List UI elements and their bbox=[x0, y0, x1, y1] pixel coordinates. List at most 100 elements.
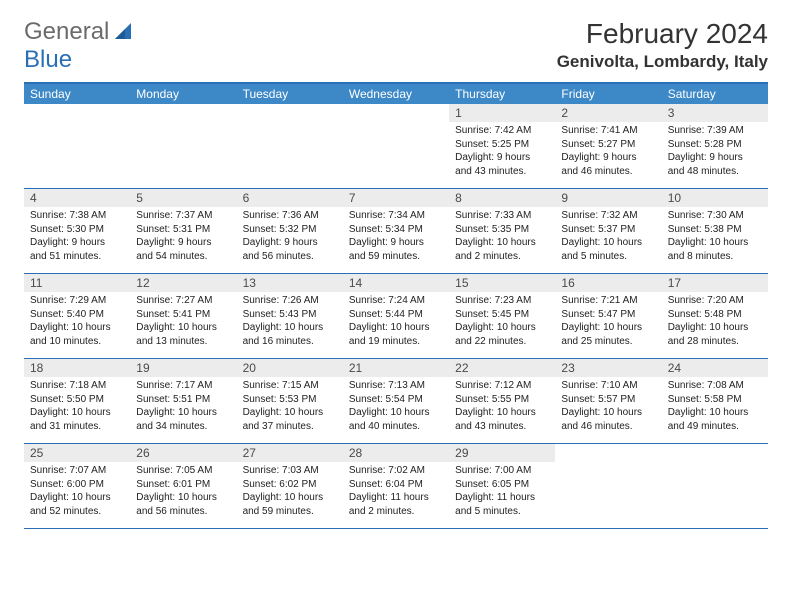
daylight-text: Daylight: 10 hours and 5 minutes. bbox=[561, 236, 655, 263]
sunrise-text: Sunrise: 7:42 AM bbox=[455, 124, 549, 138]
day-info: Sunrise: 7:17 AMSunset: 5:51 PMDaylight:… bbox=[130, 377, 236, 437]
day-info: Sunrise: 7:12 AMSunset: 5:55 PMDaylight:… bbox=[449, 377, 555, 437]
day-info: Sunrise: 7:07 AMSunset: 6:00 PMDaylight:… bbox=[24, 462, 130, 522]
day-number: 16 bbox=[555, 274, 661, 292]
sunrise-text: Sunrise: 7:37 AM bbox=[136, 209, 230, 223]
calendar-cell: 17Sunrise: 7:20 AMSunset: 5:48 PMDayligh… bbox=[662, 274, 768, 358]
sunset-text: Sunset: 5:38 PM bbox=[668, 223, 762, 237]
sunrise-text: Sunrise: 7:24 AM bbox=[349, 294, 443, 308]
sunset-text: Sunset: 5:30 PM bbox=[30, 223, 124, 237]
calendar-cell: 20Sunrise: 7:15 AMSunset: 5:53 PMDayligh… bbox=[237, 359, 343, 443]
day-number: 26 bbox=[130, 444, 236, 462]
day-info: Sunrise: 7:00 AMSunset: 6:05 PMDaylight:… bbox=[449, 462, 555, 522]
day-number: 28 bbox=[343, 444, 449, 462]
calendar-cell: . bbox=[24, 104, 130, 188]
day-info: Sunrise: 7:36 AMSunset: 5:32 PMDaylight:… bbox=[237, 207, 343, 267]
daylight-text: Daylight: 10 hours and 16 minutes. bbox=[243, 321, 337, 348]
day-info: Sunrise: 7:37 AMSunset: 5:31 PMDaylight:… bbox=[130, 207, 236, 267]
sunset-text: Sunset: 5:34 PM bbox=[349, 223, 443, 237]
daylight-text: Daylight: 10 hours and 49 minutes. bbox=[668, 406, 762, 433]
day-info: Sunrise: 7:02 AMSunset: 6:04 PMDaylight:… bbox=[343, 462, 449, 522]
sunrise-text: Sunrise: 7:00 AM bbox=[455, 464, 549, 478]
daylight-text: Daylight: 10 hours and 19 minutes. bbox=[349, 321, 443, 348]
day-number: 7 bbox=[343, 189, 449, 207]
sunrise-text: Sunrise: 7:10 AM bbox=[561, 379, 655, 393]
sunset-text: Sunset: 6:04 PM bbox=[349, 478, 443, 492]
day-number: 5 bbox=[130, 189, 236, 207]
day-number: 4 bbox=[24, 189, 130, 207]
day-info: Sunrise: 7:42 AMSunset: 5:25 PMDaylight:… bbox=[449, 122, 555, 182]
calendar-cell: 11Sunrise: 7:29 AMSunset: 5:40 PMDayligh… bbox=[24, 274, 130, 358]
calendar-cell: 28Sunrise: 7:02 AMSunset: 6:04 PMDayligh… bbox=[343, 444, 449, 528]
logo-text-blue: Blue bbox=[24, 46, 72, 74]
calendar-cell: 1Sunrise: 7:42 AMSunset: 5:25 PMDaylight… bbox=[449, 104, 555, 188]
sunset-text: Sunset: 5:27 PM bbox=[561, 138, 655, 152]
calendar-cell: . bbox=[130, 104, 236, 188]
day-number: 8 bbox=[449, 189, 555, 207]
calendar-cell: 27Sunrise: 7:03 AMSunset: 6:02 PMDayligh… bbox=[237, 444, 343, 528]
sunset-text: Sunset: 5:54 PM bbox=[349, 393, 443, 407]
daylight-text: Daylight: 10 hours and 56 minutes. bbox=[136, 491, 230, 518]
title-block: February 2024 Genivolta, Lombardy, Italy bbox=[557, 18, 768, 72]
daylight-text: Daylight: 9 hours and 54 minutes. bbox=[136, 236, 230, 263]
day-number: 22 bbox=[449, 359, 555, 377]
day-info: Sunrise: 7:03 AMSunset: 6:02 PMDaylight:… bbox=[237, 462, 343, 522]
calendar-cell: 29Sunrise: 7:00 AMSunset: 6:05 PMDayligh… bbox=[449, 444, 555, 528]
day-header: Tuesday bbox=[237, 84, 343, 104]
calendar-cell: 25Sunrise: 7:07 AMSunset: 6:00 PMDayligh… bbox=[24, 444, 130, 528]
day-info: Sunrise: 7:24 AMSunset: 5:44 PMDaylight:… bbox=[343, 292, 449, 352]
calendar-cell: 3Sunrise: 7:39 AMSunset: 5:28 PMDaylight… bbox=[662, 104, 768, 188]
calendar-cell: 9Sunrise: 7:32 AMSunset: 5:37 PMDaylight… bbox=[555, 189, 661, 273]
calendar-week: 11Sunrise: 7:29 AMSunset: 5:40 PMDayligh… bbox=[24, 274, 768, 359]
day-header: Sunday bbox=[24, 84, 130, 104]
calendar-cell: 4Sunrise: 7:38 AMSunset: 5:30 PMDaylight… bbox=[24, 189, 130, 273]
sunrise-text: Sunrise: 7:07 AM bbox=[30, 464, 124, 478]
calendar-cell: 10Sunrise: 7:30 AMSunset: 5:38 PMDayligh… bbox=[662, 189, 768, 273]
day-number: 19 bbox=[130, 359, 236, 377]
sunrise-text: Sunrise: 7:26 AM bbox=[243, 294, 337, 308]
calendar-week: 4Sunrise: 7:38 AMSunset: 5:30 PMDaylight… bbox=[24, 189, 768, 274]
calendar-cell: 24Sunrise: 7:08 AMSunset: 5:58 PMDayligh… bbox=[662, 359, 768, 443]
day-header: Saturday bbox=[662, 84, 768, 104]
calendar-week: ....1Sunrise: 7:42 AMSunset: 5:25 PMDayl… bbox=[24, 104, 768, 189]
day-header-row: Sunday Monday Tuesday Wednesday Thursday… bbox=[24, 84, 768, 104]
calendar-cell: 7Sunrise: 7:34 AMSunset: 5:34 PMDaylight… bbox=[343, 189, 449, 273]
day-info: Sunrise: 7:27 AMSunset: 5:41 PMDaylight:… bbox=[130, 292, 236, 352]
sunset-text: Sunset: 5:51 PM bbox=[136, 393, 230, 407]
location-label: Genivolta, Lombardy, Italy bbox=[557, 52, 768, 72]
daylight-text: Daylight: 10 hours and 2 minutes. bbox=[455, 236, 549, 263]
sunrise-text: Sunrise: 7:41 AM bbox=[561, 124, 655, 138]
sunrise-text: Sunrise: 7:39 AM bbox=[668, 124, 762, 138]
sunset-text: Sunset: 6:00 PM bbox=[30, 478, 124, 492]
daylight-text: Daylight: 10 hours and 52 minutes. bbox=[30, 491, 124, 518]
calendar-cell: 18Sunrise: 7:18 AMSunset: 5:50 PMDayligh… bbox=[24, 359, 130, 443]
day-info: Sunrise: 7:05 AMSunset: 6:01 PMDaylight:… bbox=[130, 462, 236, 522]
daylight-text: Daylight: 10 hours and 22 minutes. bbox=[455, 321, 549, 348]
day-number: 23 bbox=[555, 359, 661, 377]
day-number: 1 bbox=[449, 104, 555, 122]
logo: General bbox=[24, 18, 135, 46]
sunrise-text: Sunrise: 7:02 AM bbox=[349, 464, 443, 478]
daylight-text: Daylight: 9 hours and 48 minutes. bbox=[668, 151, 762, 178]
sunset-text: Sunset: 5:40 PM bbox=[30, 308, 124, 322]
day-number: 21 bbox=[343, 359, 449, 377]
daylight-text: Daylight: 10 hours and 34 minutes. bbox=[136, 406, 230, 433]
daylight-text: Daylight: 10 hours and 10 minutes. bbox=[30, 321, 124, 348]
day-number: 9 bbox=[555, 189, 661, 207]
day-number: 11 bbox=[24, 274, 130, 292]
day-info: Sunrise: 7:10 AMSunset: 5:57 PMDaylight:… bbox=[555, 377, 661, 437]
day-number: 20 bbox=[237, 359, 343, 377]
sunset-text: Sunset: 5:53 PM bbox=[243, 393, 337, 407]
day-info: Sunrise: 7:33 AMSunset: 5:35 PMDaylight:… bbox=[449, 207, 555, 267]
sunrise-text: Sunrise: 7:18 AM bbox=[30, 379, 124, 393]
sunset-text: Sunset: 5:44 PM bbox=[349, 308, 443, 322]
day-info: Sunrise: 7:18 AMSunset: 5:50 PMDaylight:… bbox=[24, 377, 130, 437]
daylight-text: Daylight: 11 hours and 2 minutes. bbox=[349, 491, 443, 518]
day-number: 2 bbox=[555, 104, 661, 122]
daylight-text: Daylight: 10 hours and 59 minutes. bbox=[243, 491, 337, 518]
daylight-text: Daylight: 10 hours and 46 minutes. bbox=[561, 406, 655, 433]
day-info: Sunrise: 7:20 AMSunset: 5:48 PMDaylight:… bbox=[662, 292, 768, 352]
day-number: 3 bbox=[662, 104, 768, 122]
sunrise-text: Sunrise: 7:36 AM bbox=[243, 209, 337, 223]
daylight-text: Daylight: 10 hours and 28 minutes. bbox=[668, 321, 762, 348]
